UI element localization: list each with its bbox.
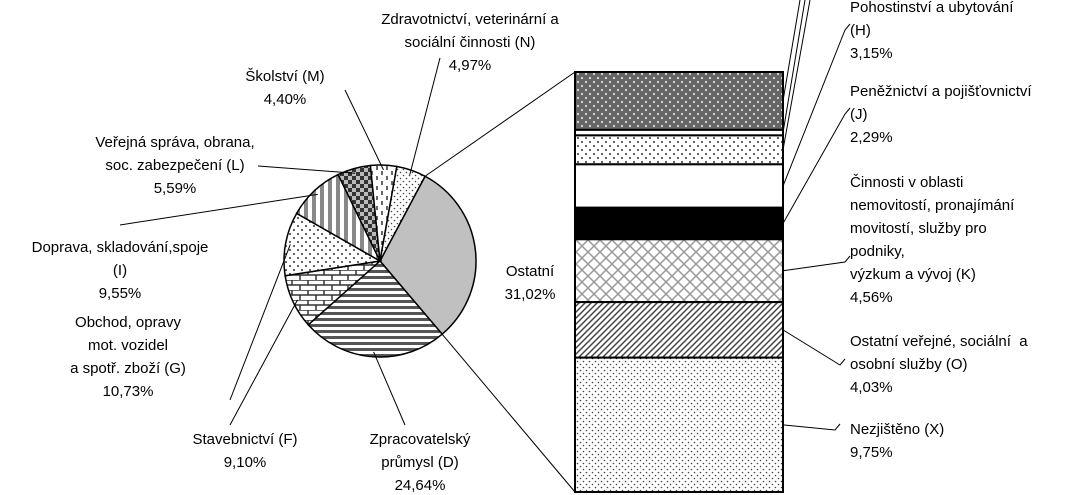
leader-line [373,351,406,426]
segment-value-label: 2,29% [850,129,893,146]
segment-label: Peněžnictví a pojišťovnictví [850,83,1032,100]
leader-line [229,299,298,426]
connector-line [441,333,576,493]
bar-segment [574,71,784,131]
slice-label: Veřejná správa, obrana, [95,134,254,151]
segment-label: Pohostinství a ubytování [850,0,1014,16]
bar-segment [574,301,784,359]
segment-value-label: 4,03% [850,379,893,396]
slice-label: Zdravotnictví, veterinární a [381,11,559,28]
slice-value-label: 9,10% [224,454,267,471]
leader-line [782,329,846,366]
leader-line [782,23,851,187]
slice-value-label: 10,73% [103,383,154,400]
segment-label: Ostatní veřejné, sociální a [850,333,1028,350]
leader-line [119,193,318,226]
leader-line [782,0,806,133]
leader-line [782,255,851,272]
slice-label: Ostatní [506,263,555,280]
slice-value-label: 5,59% [154,180,197,197]
slice-value-label: 24,64% [395,477,446,494]
leader-line [257,165,356,174]
segment-label: nemovitostí, pronajímání [850,197,1015,214]
pie-slice [379,175,477,336]
bar-segment [574,356,784,493]
slice-label: Zpracovatelský [370,431,471,448]
slice-label: a spotř. zboží (G) [70,360,186,377]
leader-line [409,57,441,175]
leader-line [229,244,291,401]
segment-value-label: 4,56% [850,289,893,306]
segment-label: (H) [850,22,871,39]
segment-label: (J) [850,106,868,123]
slice-value-label: 9,55% [99,285,142,302]
bar-segment [574,206,784,241]
segment-label: osobní služby (O) [850,356,968,373]
slice-label: Doprava, skladování,spoje [32,239,209,256]
segment-label: Nezjištěno (X) [850,421,944,438]
slice-label: průmysl (D) [381,454,459,471]
bar-segment [574,134,784,166]
pie-slice [307,259,444,358]
segment-value-label: 3,15% [850,45,893,62]
leader-line [782,0,811,150]
slice-value-label: 4,40% [264,91,307,108]
segment-value-label: 9,75% [850,444,893,461]
slice-label: Stavebnictví (F) [192,431,297,448]
slice-label: mot. vozidel [88,337,168,354]
leader-line [782,0,801,102]
leader-line [344,89,384,171]
connector-line [424,71,576,177]
segment-label: výzkum a vývoj (K) [850,266,976,283]
segment-label: podniky, [850,243,905,260]
slice-label: Školství (M) [245,68,324,85]
leader-line [782,423,841,431]
slice-label: soc. zabezpečení (L) [105,157,244,174]
segment-label: movitostí, služby pro [850,220,987,237]
slice-value-label: 4,97% [449,57,492,74]
slice-label: sociální činnosti (N) [405,34,536,51]
segment-label: Činnosti v oblasti [850,174,963,191]
bar-segment [574,163,784,209]
slice-label: (I) [113,262,127,279]
bar-segment [574,238,784,304]
slice-value-label: 31,02% [505,286,556,303]
leader-line [782,107,851,224]
slice-label: Obchod, opravy [75,314,181,331]
